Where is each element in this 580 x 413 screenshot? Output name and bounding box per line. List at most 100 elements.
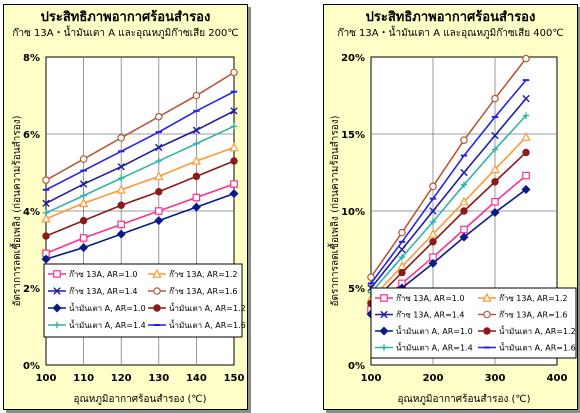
data-point [459,232,469,242]
data-point [191,202,201,212]
legend: ก๊าซ 13A, AR=1.0 ก๊าซ 13A, AR=1.2 ก๊าซ 13A… [370,287,577,359]
data-point [154,216,164,226]
data-point [428,228,438,238]
data-point [521,184,531,194]
data-point [521,131,531,141]
legend-box [43,263,243,338]
data-point [155,112,163,121]
data-point [42,209,50,217]
series-line [370,136,527,300]
data-point [41,213,51,223]
legend-item: ก๊าซ 13A, AR=1.4 [375,310,465,320]
data-point [460,136,468,144]
series-line [370,58,527,278]
legend-item: น้ำมันเตา A, AR=1.0 [375,325,473,336]
y-tick-label: 6% [23,130,40,141]
data-point [460,225,468,234]
series-line [370,79,527,284]
data-point [490,208,500,218]
x-tick-label: 110 [73,373,94,384]
legend-label: ก๊าซ 13A, AR=1.6 [499,310,568,320]
data-point [42,199,50,207]
data-point [80,192,87,199]
x-tick-label: 130 [148,373,169,384]
data-point [229,142,239,152]
legend-swatch-marker [482,292,492,302]
x-tick-label: 100 [36,373,57,384]
y-tick-label: 4% [23,207,40,218]
series-4 [367,54,530,282]
legend-item: ก๊าซ 13A, AR=1.6 [148,286,238,296]
series-7 [42,123,238,217]
legend-swatch-marker [380,294,388,302]
data-point [155,188,163,196]
x-axis-title: อุณหภูมิอากาศร้อนสำรอง (℃) [397,393,530,405]
series-line [45,146,235,220]
data-point [230,180,238,188]
legend-swatch-marker [483,310,491,319]
data-point [460,181,468,189]
legend-item: น้ำมันเตา A, AR=1.0 [48,302,146,313]
legend-box [370,287,577,359]
legend-swatch-marker [53,321,61,329]
legend-label: ก๊าซ 13A, AR=1.6 [169,286,238,296]
legend-swatch-marker [483,327,491,335]
legend-item: ก๊าซ 13A, AR=1.0 [375,293,465,303]
legend: ก๊าซ 13A, AR=1.0 ก๊าซ 13A, AR=1.2 ก๊าซ 13A… [43,263,246,338]
data-point [79,234,88,242]
series-4 [42,68,238,185]
chart-title: ประสิทธิภาพอากาศร้อนสำรอง [366,9,536,25]
legend-item: ก๊าซ 13A, AR=1.4 [48,286,138,296]
x-tick-label: 150 [224,373,245,384]
data-point [491,197,499,206]
data-point [155,207,163,215]
y-tick-label: 8% [23,53,40,64]
data-point [398,254,406,261]
y-tick-label: 2% [23,284,40,295]
data-point [490,164,500,174]
data-point [460,168,468,177]
legend-item: ก๊าซ 13A, AR=1.6 [478,310,568,320]
chart-subtitle: ก๊าซ 13A・น้ำมันเตา A และอุณหภูมิก๊าซเสีย… [12,25,238,39]
data-point [491,178,499,186]
data-point [230,68,238,77]
chart-subtitle: ก๊าซ 13A・น้ำมันเตา A และอุณหภูมิก๊าซเสีย… [337,25,563,39]
legend-swatch-marker [53,270,61,278]
chart-panel-left: ประสิทธิภาพอากาศร้อนสำรอง ก๊าซ 13A・น้ำมัน… [3,4,248,410]
data-point [230,157,238,165]
legend-label: ก๊าซ 13A, AR=1.0 [69,269,138,279]
data-point [117,201,125,209]
y-tick-label: 20% [341,53,365,64]
series-line [370,98,527,289]
legend-label: ก๊าซ 13A, AR=1.2 [169,269,238,279]
data-point [117,163,125,171]
legend-swatch-marker [152,268,162,278]
data-point [429,238,437,246]
data-point [522,112,530,119]
data-point [155,157,162,165]
data-point [522,94,530,103]
legend-label: ก๊าซ 13A, AR=1.0 [396,293,465,303]
legend-swatch-marker [380,310,388,319]
data-point [41,254,51,264]
series-line [45,192,235,260]
data-point [79,243,89,253]
legend-item: น้ำมันเตา A, AR=1.6 [148,319,246,330]
series-line [45,90,235,191]
data-point [460,207,468,215]
series-8 [42,90,238,191]
legend-label: น้ำมันเตา A, AR=1.0 [69,302,146,313]
legend-swatch-marker [153,304,161,312]
legend-label: น้ำมันเตา A, AR=1.2 [169,302,246,313]
x-tick-label: 140 [186,373,207,384]
x-tick-label: 300 [485,373,506,384]
data-point [428,258,438,268]
x-axis-title: อุณหภูมิอากาศร้อนสำรอง (℃) [73,393,206,405]
data-point [79,180,88,188]
data-point [367,273,375,282]
y-axis-title: อัตราการลดเชื้อเพลิง (ก่อนความร้อนสำรอง) [327,115,341,306]
legend-item: น้ำมันเตา A, AR=1.2 [478,325,576,336]
data-point [230,123,238,130]
